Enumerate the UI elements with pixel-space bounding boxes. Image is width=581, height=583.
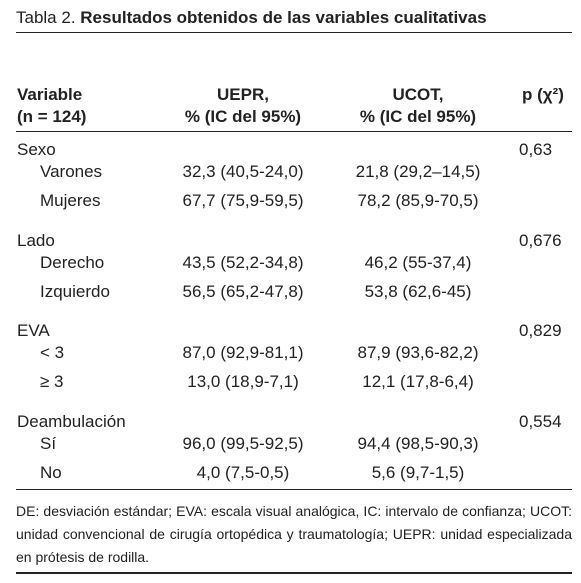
p-value: 0,63 (519, 140, 553, 159)
ucot-cell: 53,8 (62,6-45) (364, 281, 472, 301)
uepr-cell: 32,3 (40,5-24,0) (182, 162, 304, 181)
row-label: Izquierdo (40, 281, 110, 301)
uepr-cell: 4,0 (7,5-0,5) (196, 462, 290, 482)
uepr-cell: 67,7 (75,9-59,5) (182, 191, 304, 210)
rule (16, 489, 572, 490)
row-label: Varones (40, 162, 103, 181)
row-label: ≥ 3 (40, 372, 64, 391)
ucot-cell: 87,9 (93,6-82,2) (357, 343, 479, 362)
p-value: 0,554 (519, 411, 562, 431)
header-cell: % (IC del 95%) (359, 107, 477, 126)
title-text: Resultados obtenidos de las variables cu… (80, 8, 487, 27)
uepr-cell: 96,0 (99,5-92,5) (182, 433, 304, 453)
group-name: EVA (17, 321, 50, 340)
ucot-cell: 12,1 (17,8-6,4) (362, 372, 474, 391)
ucot-cell: 46,2 (55-37,4) (364, 252, 472, 272)
row-label: Derecho (40, 252, 105, 272)
group-name: Lado (17, 230, 55, 250)
header-cell: (n = 124) (17, 107, 87, 126)
header-cell: UEPR, (217, 85, 269, 104)
header-cell: Variable (17, 85, 83, 104)
uepr-cell: 56,5 (65,2-47,8) (182, 281, 304, 301)
p-value: 0,829 (519, 321, 562, 340)
row-label: No (40, 462, 62, 482)
row-label: Mujeres (40, 191, 101, 210)
table-title: Tabla 2. Resultados obtenidos de las var… (16, 8, 487, 28)
ucot-cell: 94,4 (98,5-90,3) (357, 433, 479, 453)
rule (16, 131, 572, 132)
uepr-cell: 13,0 (18,9-7,1) (187, 372, 299, 391)
group-name: Deambulación (17, 411, 126, 431)
footnote: DE: desviación estándar; EVA: escala vis… (16, 503, 572, 565)
ucot-cell: 78,2 (85,9-70,5) (357, 191, 479, 210)
p-value: 0,676 (519, 230, 562, 250)
uepr-cell: 43,5 (52,2-34,8) (182, 252, 304, 272)
header-cell: % (IC del 95%) (184, 107, 302, 126)
row-label: < 3 (40, 343, 65, 362)
rule (16, 572, 572, 574)
rule (16, 32, 572, 33)
group-name: Sexo (17, 140, 56, 159)
row-label: Sí (40, 433, 57, 453)
title-label: Tabla 2. (16, 8, 76, 27)
uepr-cell: 87,0 (92,9-81,1) (182, 343, 304, 362)
ucot-cell: 5,6 (9,7-1,5) (371, 462, 465, 482)
ucot-cell: 21,8 (29,2–14,5) (355, 162, 481, 181)
header-cell: UCOT, (392, 85, 444, 104)
header-cell: p (χ²) (522, 85, 564, 104)
